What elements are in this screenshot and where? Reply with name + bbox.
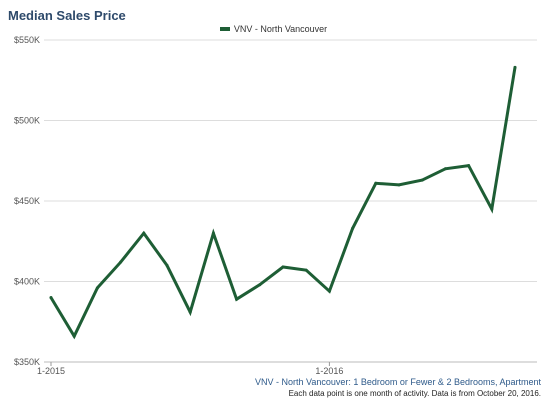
data-point (235, 298, 238, 301)
series-description: VNV - North Vancouver: 1 Bedroom or Fewe… (255, 377, 541, 387)
data-point (73, 335, 76, 338)
data-point (374, 182, 377, 185)
data-point (351, 227, 354, 230)
data-point (166, 264, 169, 267)
data-point (119, 261, 122, 264)
data-point (490, 208, 493, 211)
y-tick-label: $450K (14, 196, 40, 206)
data-point (142, 232, 145, 235)
data-note: Each data point is one month of activity… (289, 389, 541, 398)
data-point (212, 232, 215, 235)
data-point (189, 311, 192, 314)
data-point (96, 286, 99, 289)
data-point (258, 283, 261, 286)
data-point (421, 179, 424, 182)
series-line (51, 67, 515, 336)
y-tick-label: $550K (14, 35, 40, 45)
y-tick-label: $400K (14, 277, 40, 287)
data-point (514, 66, 517, 69)
x-tick-label: 1-2015 (37, 366, 65, 376)
y-tick-label: $500K (14, 116, 40, 126)
data-point (305, 269, 308, 272)
data-point (50, 296, 53, 299)
data-point (467, 164, 470, 167)
data-point (444, 167, 447, 170)
data-point (282, 266, 285, 269)
x-tick-label: 1-2016 (315, 366, 343, 376)
data-point (398, 183, 401, 186)
data-point (328, 290, 331, 293)
